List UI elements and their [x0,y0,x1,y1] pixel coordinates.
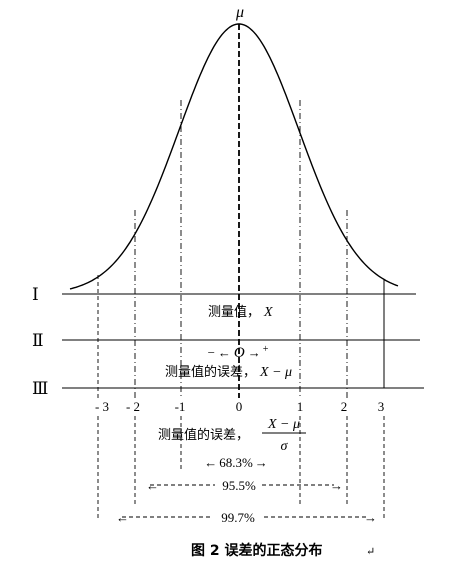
measured-value-label: 测量值， X [208,304,273,320]
row-label-1: Ⅰ [32,285,39,304]
sigma-tick-minus-1: -1 [175,399,186,414]
error-label: 测量值的误差， X − μ [165,364,292,380]
interval-68-label: ← 68.3% → [204,455,268,470]
sigma-tick-plus-1: 1 [297,399,304,414]
interval-95-label: 95.5% [222,478,256,493]
interval-99-label: 99.7% [221,510,255,525]
row-label-3: Ⅲ [32,379,48,398]
figure-caption: 图 2 误差的正态分布 [191,542,323,559]
sigma-tick-plus-2: 2 [341,399,348,414]
bell-curve [69,23,399,290]
caption-return-mark: ↵ [366,546,375,558]
std-error-denominator: σ [281,439,289,454]
sigma-tick-minus-3: - 3 [95,399,109,414]
sigma-tick-plus-3: 3 [378,399,385,414]
row-label-2: Ⅱ [32,331,44,350]
sigma-tick-minus-2: - 2 [126,399,140,414]
interval-95-left-arrowhead: ← [146,478,159,493]
mu-label: μ [235,4,244,21]
interval-99-right-arrowhead: → [364,510,377,525]
origin-indicator: − ← O → + [208,344,269,361]
interval-99-left-arrowhead: ← [116,510,129,525]
std-error-numerator: X − μ [267,417,300,432]
std-error-label: 测量值的误差， [158,427,249,443]
interval-95-right-arrowhead: → [330,478,343,493]
sigma-tick-0: 0 [236,399,243,414]
